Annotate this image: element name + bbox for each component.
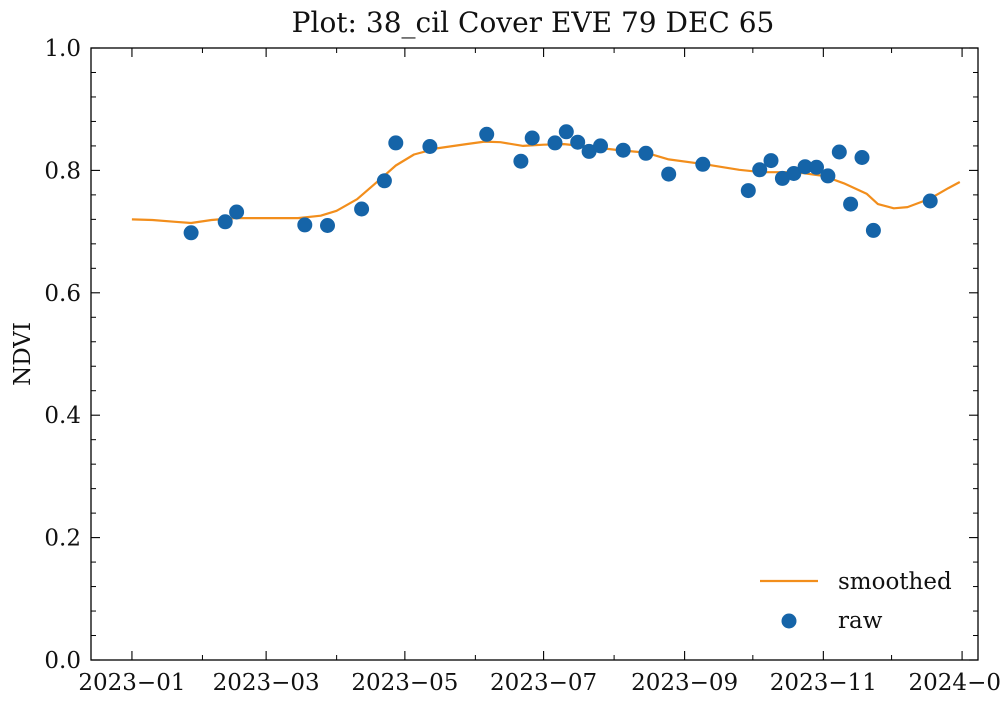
legend-marker-raw [781, 613, 797, 629]
x-tick-label: 2023−07 [490, 670, 597, 696]
raw-point [843, 196, 859, 212]
raw-point [570, 134, 586, 150]
raw-point [820, 168, 836, 184]
raw-point [229, 204, 245, 220]
y-tick-label: 0.6 [44, 281, 81, 307]
raw-point [479, 126, 495, 142]
chart-title: Plot: 38_cil Cover EVE 79 DEC 65 [292, 6, 775, 39]
raw-point [865, 222, 881, 238]
raw-point [320, 218, 335, 233]
legend: smoothed raw [760, 569, 952, 634]
y-tick-label: 1.0 [44, 36, 81, 62]
y-axis-label: NDVI [10, 322, 36, 386]
x-tick-label: 2023−01 [78, 670, 185, 696]
plot-area [131, 124, 961, 241]
legend-label-smoothed: smoothed [838, 569, 952, 595]
raw-point [695, 156, 711, 172]
raw-point [922, 193, 938, 209]
raw-point [558, 124, 574, 140]
raw-point [388, 135, 404, 151]
raw-point [831, 144, 847, 160]
raw-point [740, 183, 756, 199]
raw-point [763, 153, 779, 169]
raw-point [547, 135, 563, 151]
raw-point [774, 170, 790, 186]
y-tick-label: 0.8 [44, 158, 81, 184]
raw-point [376, 173, 392, 189]
raw-point [854, 150, 870, 165]
x-tick-label: 2023−11 [770, 670, 877, 696]
raw-point [661, 166, 677, 182]
raw-point [581, 143, 597, 159]
raw-point [752, 162, 768, 178]
y-tick-label: 0.0 [44, 648, 81, 674]
raw-point [183, 225, 199, 241]
raw-point [354, 201, 370, 217]
raw-point [217, 214, 233, 230]
raw-point [638, 145, 654, 161]
raw-point [615, 142, 631, 158]
raw-point [422, 139, 438, 154]
x-tick-label: 2023−05 [351, 670, 458, 696]
raw-point [513, 153, 529, 169]
x-tick-label: 2023−03 [213, 670, 320, 696]
raw-point [297, 217, 313, 233]
raw-point [786, 166, 802, 181]
plot-frame [90, 47, 979, 661]
y-tick-label: 0.4 [44, 403, 81, 429]
x-tick-label: 2023−09 [631, 670, 738, 696]
x-tick-label: 2024−01 [909, 670, 1003, 696]
y-tick-label: 0.2 [44, 526, 81, 552]
axis-ticks: 2023−01 2023−03 2023−05 2023−07 2023−09 2023−… [44, 36, 1003, 696]
raw-point [797, 159, 813, 175]
raw-point [524, 130, 540, 146]
legend-label-raw: raw [838, 608, 883, 634]
raw-point [809, 159, 824, 175]
raw-point [593, 138, 608, 154]
